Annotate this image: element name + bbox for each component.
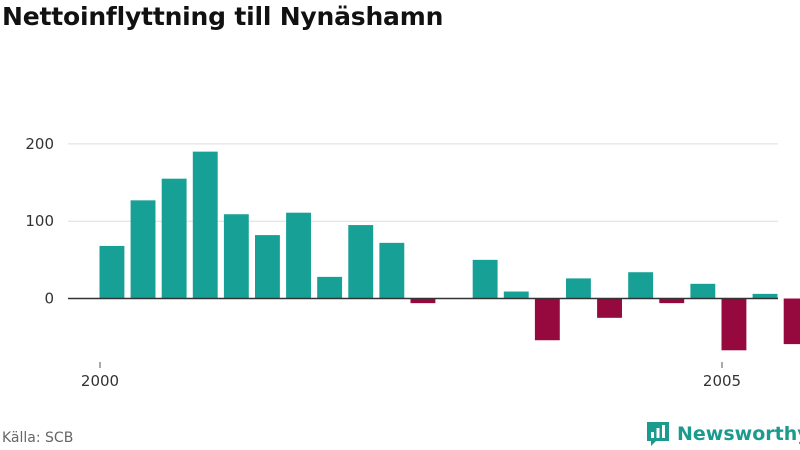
bar [286, 212, 311, 299]
bar [628, 272, 654, 299]
bar [192, 151, 218, 299]
bar [566, 278, 591, 299]
x-tick-label-2000: 2000 [81, 372, 119, 390]
bar [721, 298, 747, 351]
y-axis-ticks: 0 100 200 [25, 135, 54, 308]
bar [783, 298, 800, 345]
bar [472, 259, 498, 299]
bar-chart-icon [647, 422, 669, 446]
y-tick-label-0: 0 [44, 290, 54, 308]
chart-title: Nettoinflyttning till Nynäshamn [2, 2, 444, 31]
x-axis-ticks: 200020052010201520202025 [81, 362, 741, 390]
bar [503, 291, 529, 299]
logo-text: Newsworthy [677, 423, 800, 445]
bar [99, 245, 125, 299]
bar [348, 225, 374, 299]
bar [597, 298, 622, 318]
bar [379, 242, 405, 299]
bar [659, 298, 685, 304]
bar [255, 235, 280, 299]
bar [317, 276, 343, 299]
bar [534, 298, 560, 341]
source-label: Källa: SCB [2, 430, 74, 446]
y-tick-label-100: 100 [25, 212, 54, 230]
bar [690, 283, 716, 299]
bar [752, 293, 778, 299]
newsworthy-logo: Newsworthy [645, 420, 800, 448]
bar [161, 178, 187, 299]
bar [410, 298, 436, 304]
y-tick-label-200: 200 [25, 135, 54, 153]
bar [223, 214, 249, 299]
bar [130, 200, 156, 299]
bars [99, 151, 800, 351]
x-tick-label-2005: 2005 [703, 372, 741, 390]
